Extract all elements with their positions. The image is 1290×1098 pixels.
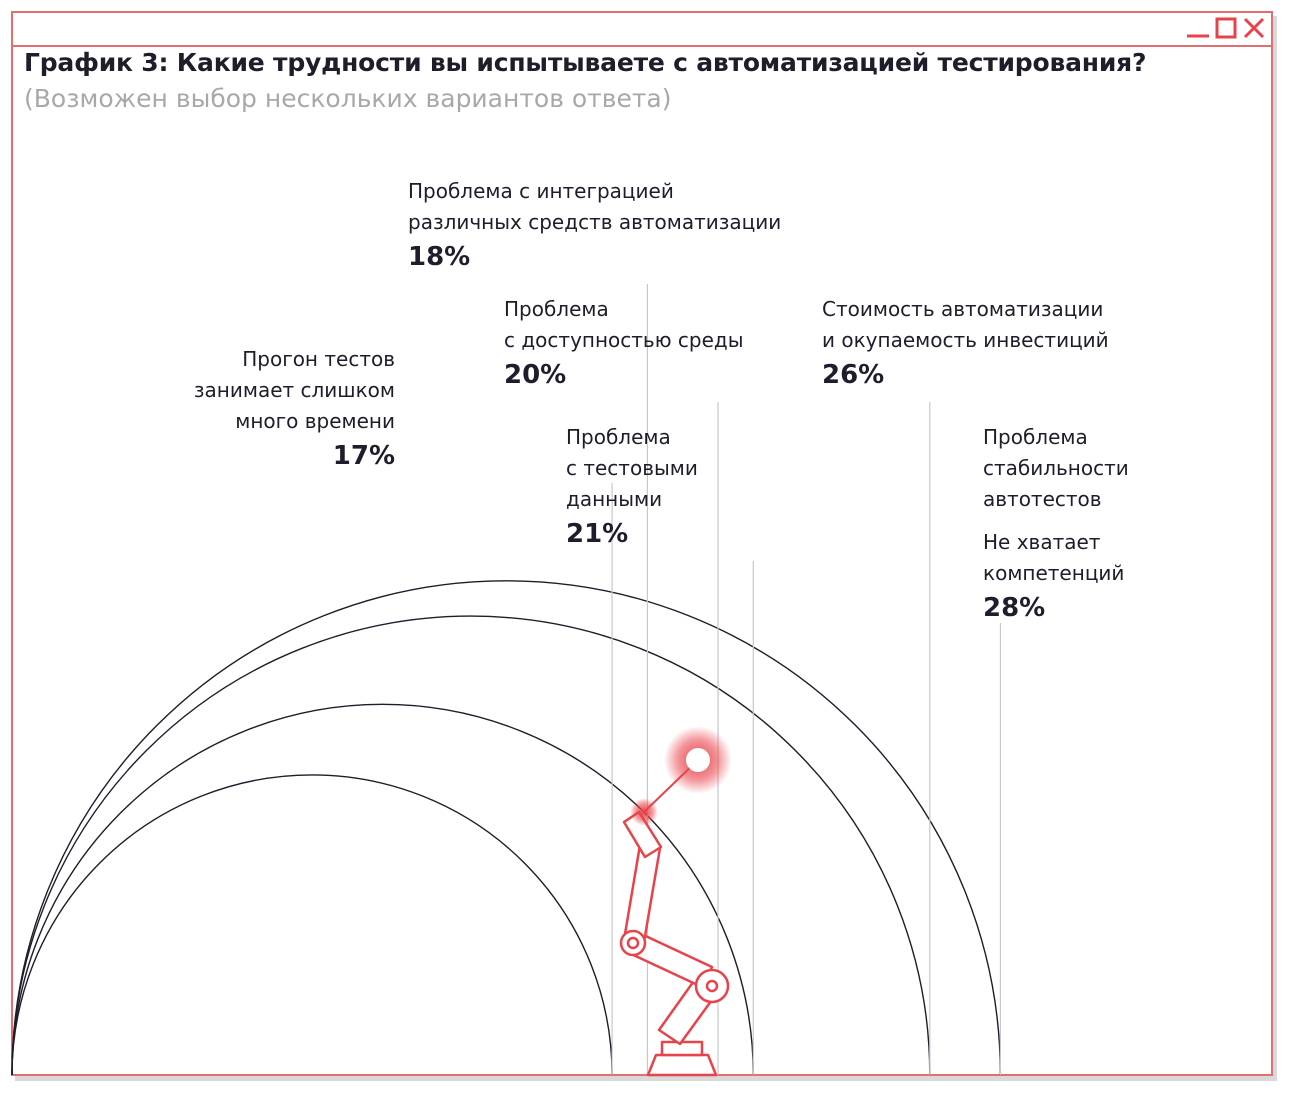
category-label: Стоимость автоматизации и окупаемость инв… — [822, 294, 1109, 391]
category-text: и окупаемость инвестиций — [822, 328, 1109, 352]
value-label: 20% — [504, 360, 567, 390]
value-label: 18% — [408, 242, 471, 272]
category-text: компетенций — [983, 561, 1125, 585]
maximize-icon[interactable] — [1213, 16, 1239, 40]
category-label: Проблема с доступностью среды 20% — [504, 294, 744, 391]
arc-28 — [11, 580, 1002, 1076]
category-label: Прогон тестов занимает слишком много време… — [194, 344, 395, 472]
category-text: с тестовыми — [566, 456, 698, 480]
chart-title: График 3: Какие трудности вы испытываете… — [24, 48, 1147, 77]
category-text: Проблема — [566, 425, 671, 449]
window-titlebar — [13, 13, 1271, 47]
category-text: много времени — [235, 409, 395, 433]
category-text: занимает слишком — [193, 378, 395, 402]
value-label: 17% — [332, 441, 395, 471]
category-text: стабильности — [983, 456, 1129, 480]
value-label: 26% — [822, 360, 885, 390]
arc-26 — [11, 615, 931, 1076]
minimize-icon[interactable] — [1185, 16, 1211, 40]
category-label: Проблема стабильности автотестов Не хватает… — [983, 422, 1129, 624]
close-icon[interactable] — [1241, 16, 1267, 40]
arcs-group — [11, 580, 1002, 1076]
category-text: Проблема — [504, 297, 609, 321]
category-text: различных средств автоматизации — [408, 210, 782, 234]
robot-arm-illustration — [619, 726, 732, 1077]
category-text: с доступностью среды — [504, 328, 744, 352]
category-label: Проблема с тестовыми данными 21% — [566, 422, 698, 550]
arc-21 — [11, 703, 754, 1076]
category-text: Проблема — [983, 425, 1088, 449]
category-label: Проблема с интеграцией различных средств … — [408, 176, 781, 273]
category-text: Прогон тестов — [242, 347, 395, 371]
chart-subtitle: (Возможен выбор нескольких вариантов отв… — [24, 84, 672, 113]
value-label: 28% — [983, 593, 1046, 623]
category-text: Стоимость автоматизации — [822, 297, 1104, 321]
arc-17 — [11, 774, 613, 1076]
category-text: Не хватает — [983, 530, 1101, 554]
category-text: Проблема с интеграцией — [408, 179, 674, 203]
value-label: 21% — [566, 519, 629, 549]
category-text: автотестов — [983, 487, 1102, 511]
category-text: данными — [566, 487, 663, 511]
